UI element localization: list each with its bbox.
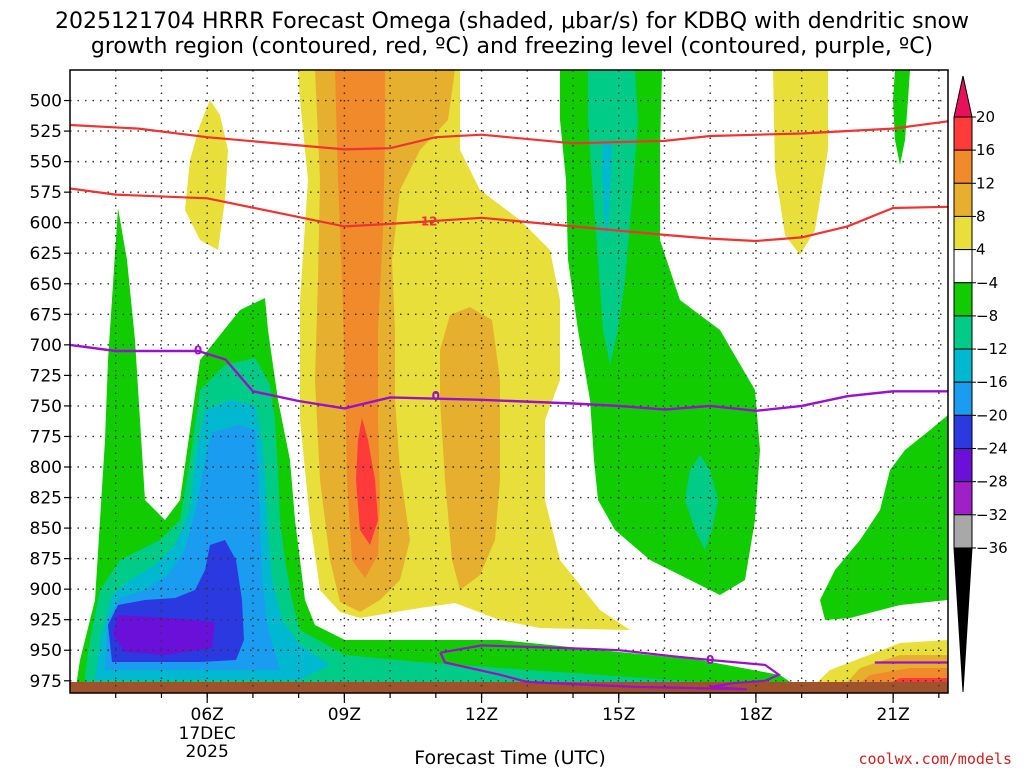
x-tick-label: 21Z — [876, 705, 909, 725]
omega-shading — [70, 70, 948, 693]
omega-region-12-16 — [335, 70, 385, 578]
y-tick-label: 900 — [30, 580, 62, 600]
y-tick-label: 575 — [30, 183, 62, 203]
chart-title-line1: 2025121704 HRRR Forecast Omega (shaded, … — [55, 9, 969, 34]
colorbar-label: 12 — [976, 174, 995, 192]
colorbar: 20 16 12 8 4 −4 −8 −12 −16 −20 −24 −28 −32 −36 — [953, 75, 1008, 693]
omega-region-4-8 — [773, 70, 828, 255]
y-tick-label: 700 — [30, 336, 62, 356]
x-tick-label: 06Z — [191, 705, 224, 725]
colorbar-label: −36 — [976, 539, 1008, 557]
colorbar-label: 8 — [976, 207, 986, 225]
omega-region-minus8-minus12 — [685, 455, 718, 550]
ground-surface — [70, 682, 948, 693]
x-tick-label: 09Z — [328, 705, 361, 725]
colorbar-label: −8 — [976, 307, 998, 325]
dgz-lower-contour-line — [70, 187, 948, 243]
colorbar-label: 16 — [976, 141, 995, 159]
x-tick-label: 12Z — [465, 705, 498, 725]
omega-region-minus24-minus28 — [113, 615, 215, 655]
colorbar-bin — [953, 282, 973, 317]
dgz-lower-contour-label: -12 — [416, 214, 438, 228]
x-tick-year-label: 2025 — [186, 742, 229, 762]
contour-lines: -12 0 0 0 — [70, 120, 948, 691]
colorbar-bin — [953, 116, 973, 151]
freezing-contour-label: 0 — [706, 653, 714, 667]
colorbar-bin — [953, 149, 973, 184]
omega-region-minus8-minus12 — [588, 70, 638, 365]
y-tick-label: 525 — [30, 122, 62, 142]
x-axis-label: Forecast Time (UTC) — [414, 747, 605, 768]
omega-region-8-12 — [440, 307, 500, 590]
colorbar-bin — [953, 414, 973, 450]
plot-frame — [69, 69, 949, 694]
y-tick-label: 800 — [30, 458, 62, 478]
omega-region-minus12-minus16 — [602, 140, 612, 240]
y-tick-label: 600 — [30, 214, 62, 234]
colorbar-bin — [953, 182, 973, 217]
colorbar-label: −24 — [976, 440, 1008, 458]
x-tick-label: 15Z — [602, 705, 635, 725]
x-tick-label: 18Z — [739, 705, 772, 725]
colorbar-bin — [953, 514, 973, 549]
y-tick-label: 675 — [30, 305, 62, 325]
freezing-level-low-loop — [439, 644, 782, 691]
y-tick-label: 875 — [30, 550, 62, 570]
colorbar-bin — [953, 315, 973, 350]
y-tick-label: 500 — [30, 92, 62, 112]
colorbar-bin — [953, 381, 973, 416]
y-tick-label: 850 — [30, 519, 62, 539]
colorbar-label: −16 — [976, 373, 1008, 391]
freezing-level-contour-line — [70, 343, 948, 413]
colorbar-label: −4 — [976, 274, 998, 292]
omega-region-minus4-minus8 — [893, 70, 910, 165]
colorbar-top-arrow — [953, 75, 973, 118]
y-tick-label: 775 — [30, 427, 62, 447]
colorbar-label: −20 — [976, 406, 1008, 424]
colorbar-label: 20 — [976, 108, 995, 126]
omega-region-minus4-minus8 — [820, 415, 948, 620]
freezing-contour-label: 0 — [432, 389, 440, 403]
x-tick-date-label: 17DEC — [179, 724, 236, 744]
colorbar-label: −28 — [976, 473, 1008, 491]
colorbar-bin — [953, 448, 973, 483]
colorbar-bottom-arrow — [953, 547, 973, 693]
y-tick-label: 950 — [30, 641, 62, 661]
dgz-upper-contour-line — [70, 120, 948, 151]
credit-text: coolwx.com/models — [858, 750, 1012, 768]
omega-region-16-20 — [356, 418, 378, 545]
freezing-contour-label: 0 — [194, 344, 202, 358]
colorbar-bin — [953, 215, 973, 251]
y-tick-label: 725 — [30, 366, 62, 386]
chart-title-line2: growth region (contoured, red, ºC) and f… — [91, 34, 933, 59]
y-tick-label: 625 — [30, 244, 62, 264]
colorbar-label: 4 — [976, 241, 986, 259]
y-tick-label: 750 — [30, 397, 62, 417]
colorbar-bin — [953, 481, 973, 516]
y-tick-label: 650 — [30, 275, 62, 295]
colorbar-label: −32 — [976, 506, 1008, 524]
y-tick-label: 550 — [30, 153, 62, 173]
y-tick-label: 975 — [30, 672, 62, 692]
y-tick-label: 925 — [30, 611, 62, 631]
colorbar-bin — [953, 249, 973, 284]
colorbar-bin — [953, 348, 973, 383]
y-axis: 500 525 550 575 600 625 650 675 700 725 750 775 800 8… — [30, 92, 70, 692]
y-tick-label: 825 — [30, 489, 62, 509]
colorbar-label: −12 — [976, 340, 1008, 358]
